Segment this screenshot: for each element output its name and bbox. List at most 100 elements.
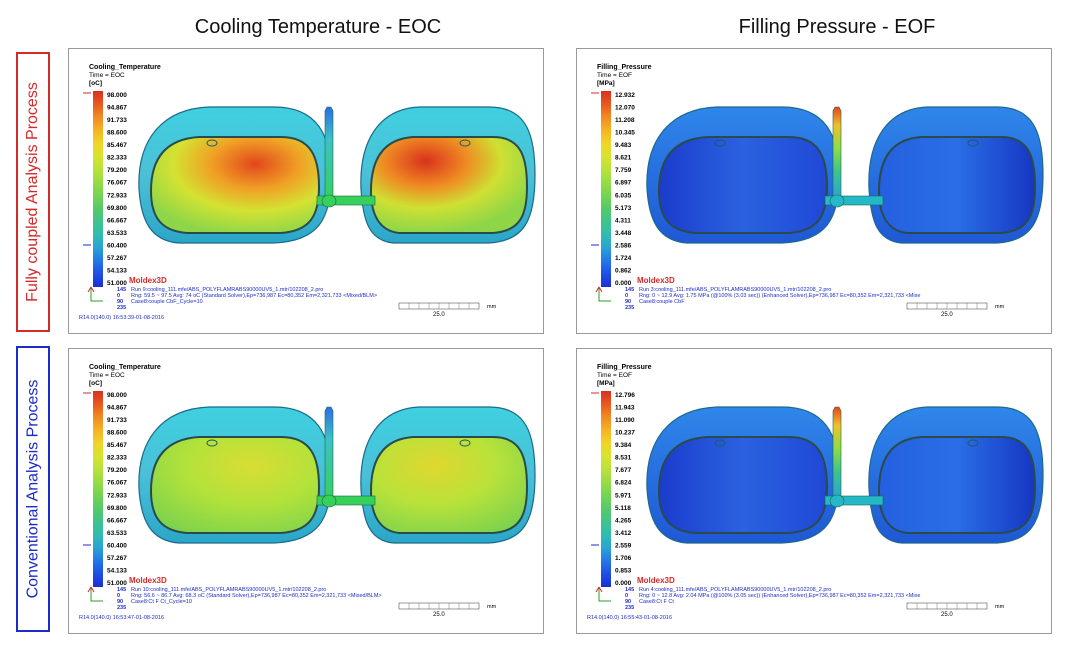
runner xyxy=(316,495,376,506)
legend-value: 60.400 xyxy=(107,542,127,549)
legend-color-bar xyxy=(93,91,103,287)
panel-cooling-coupled: Cooling_Temperature Time = EOC [oC] 98.000 9… xyxy=(68,48,544,334)
legend-value: 1.724 xyxy=(615,255,632,262)
legend-value: 66.667 xyxy=(107,217,127,224)
view-count: 235 xyxy=(625,605,634,611)
view-count: 145 xyxy=(117,287,126,293)
legend-value: 0.862 xyxy=(615,267,632,274)
panel-filling-coupled: Filling_Pressure Time = EOF [MPa] 12.932 12.… xyxy=(576,48,1052,334)
case-info: Case8:couple CbF_Cycle=10 xyxy=(131,299,203,305)
legend-value: 88.600 xyxy=(107,130,127,137)
legend-value: 12.932 xyxy=(615,92,635,99)
legend-time: Time = EOF xyxy=(597,72,632,79)
sprue-base xyxy=(829,494,845,508)
right-cup-cavity xyxy=(877,136,1037,234)
mold-part-render xyxy=(646,406,1044,544)
legend-value: 0.000 xyxy=(615,280,632,287)
brand-moldex3d: Moldex3D xyxy=(637,576,675,585)
legend-value: 12.070 xyxy=(615,105,635,112)
brand-moldex3d: Moldex3D xyxy=(129,276,167,285)
legend-value: 63.533 xyxy=(107,230,127,237)
axis-triad-icon xyxy=(598,587,611,602)
legend-value: 9.384 xyxy=(615,442,632,449)
legend-value: 6.824 xyxy=(615,480,632,487)
scale-unit: mm xyxy=(487,604,497,610)
axis-arrow-icon xyxy=(595,286,603,293)
legend-title: Filling_Pressure xyxy=(597,364,652,371)
view-count: 235 xyxy=(117,305,126,311)
right-cup-cavity xyxy=(369,436,529,534)
legend-value: 6.035 xyxy=(615,192,632,199)
sprue-base xyxy=(321,194,337,208)
left-cup-hole xyxy=(714,139,726,147)
row-label-text: Conventional Analysis Process xyxy=(24,379,41,599)
legend-title: Filling_Pressure xyxy=(597,64,652,71)
view-count: 235 xyxy=(117,605,126,611)
view-count: 0 xyxy=(625,293,628,299)
scale-label: 25.0 xyxy=(433,612,445,618)
legend-value: 8.531 xyxy=(615,455,632,462)
legend-value: 85.467 xyxy=(107,142,127,149)
view-count: 145 xyxy=(117,587,126,593)
sprue-base xyxy=(321,494,337,508)
legend-value: 76.067 xyxy=(107,180,127,187)
legend-value: 79.200 xyxy=(107,167,127,174)
left-cup-hole xyxy=(714,439,726,447)
panel-cooling-conventional: Cooling_Temperature Time = EOC [oC] 98.000 9… xyxy=(68,348,544,634)
legend-value: 2.559 xyxy=(615,542,632,549)
left-cup-cavity xyxy=(149,436,321,534)
range-info: Rng: 0 ~ 12.9 Avg: 1.75 MPa (@100% (3.03… xyxy=(639,293,920,299)
legend-value: 88.600 xyxy=(107,430,127,437)
case-info: Case8:Ct F Ct_Cycle=10 xyxy=(131,599,192,605)
legend-value: 98.000 xyxy=(107,392,127,399)
run-info: Run 9:cooling_111.mfe/ABS_POLYFLAMRABS90… xyxy=(131,287,323,293)
runner xyxy=(824,495,884,506)
legend-unit: [MPa] xyxy=(597,80,615,87)
view-count: 0 xyxy=(117,293,120,299)
legend-time: Time = EOC xyxy=(89,72,125,79)
legend-time: Time = EOF xyxy=(597,372,632,379)
runner xyxy=(316,195,376,206)
legend-value: 72.933 xyxy=(107,192,127,199)
legend-value: 2.586 xyxy=(615,242,632,249)
legend-value: 91.733 xyxy=(107,417,127,424)
axis-triad-icon xyxy=(90,587,103,602)
legend-value: 54.133 xyxy=(107,567,127,574)
right-cup-hole xyxy=(459,139,471,147)
view-count: 235 xyxy=(625,305,634,311)
legend-value: 72.933 xyxy=(107,492,127,499)
legend-value: 6.897 xyxy=(615,180,632,187)
legend-value: 94.867 xyxy=(107,405,127,412)
range-info: Rng: 0 ~ 12.8 Avg: 2.04 MPa (@100% (3.05… xyxy=(639,593,920,599)
legend-value: 82.333 xyxy=(107,455,127,462)
sprue xyxy=(832,406,842,500)
sprue xyxy=(324,406,334,500)
case-info: Case8:couple CbF xyxy=(639,299,685,305)
legend-value: 60.400 xyxy=(107,242,127,249)
legend-value: 10.345 xyxy=(615,130,635,137)
mold-part-render xyxy=(138,406,536,544)
scale-label: 25.0 xyxy=(433,312,445,318)
view-count: 0 xyxy=(117,593,120,599)
legend-color-bar xyxy=(601,91,611,287)
legend-color-bar xyxy=(93,391,103,587)
legend-value: 11.208 xyxy=(615,117,635,124)
legend-value: 4.311 xyxy=(615,217,631,224)
view-count: 145 xyxy=(625,587,634,593)
row-label-fully-coupled: Fully coupled Analysis Process xyxy=(16,52,50,332)
legend-value: 79.200 xyxy=(107,467,127,474)
legend-title: Cooling_Temperature xyxy=(89,364,161,371)
legend-title: Cooling_Temperature xyxy=(89,64,161,71)
range-info: Rng: 59.5 ~ 97.5 Avg: 74 oC (Standard So… xyxy=(131,293,377,299)
legend-color-bar xyxy=(601,391,611,587)
panel-filling-conventional: Filling_Pressure Time = EOF [MPa] 12.796 11.… xyxy=(576,348,1052,634)
view-count: 145 xyxy=(625,287,634,293)
view-count: 90 xyxy=(117,599,123,605)
scale-unit: mm xyxy=(995,604,1005,610)
legend-value: 63.533 xyxy=(107,530,127,537)
right-cup-cavity xyxy=(877,436,1037,534)
mold-part-render xyxy=(138,106,536,244)
case-info: Case8:Ct F Ct xyxy=(639,599,674,605)
left-cup-hole xyxy=(206,439,218,447)
legend-unit: [oC] xyxy=(89,380,102,387)
